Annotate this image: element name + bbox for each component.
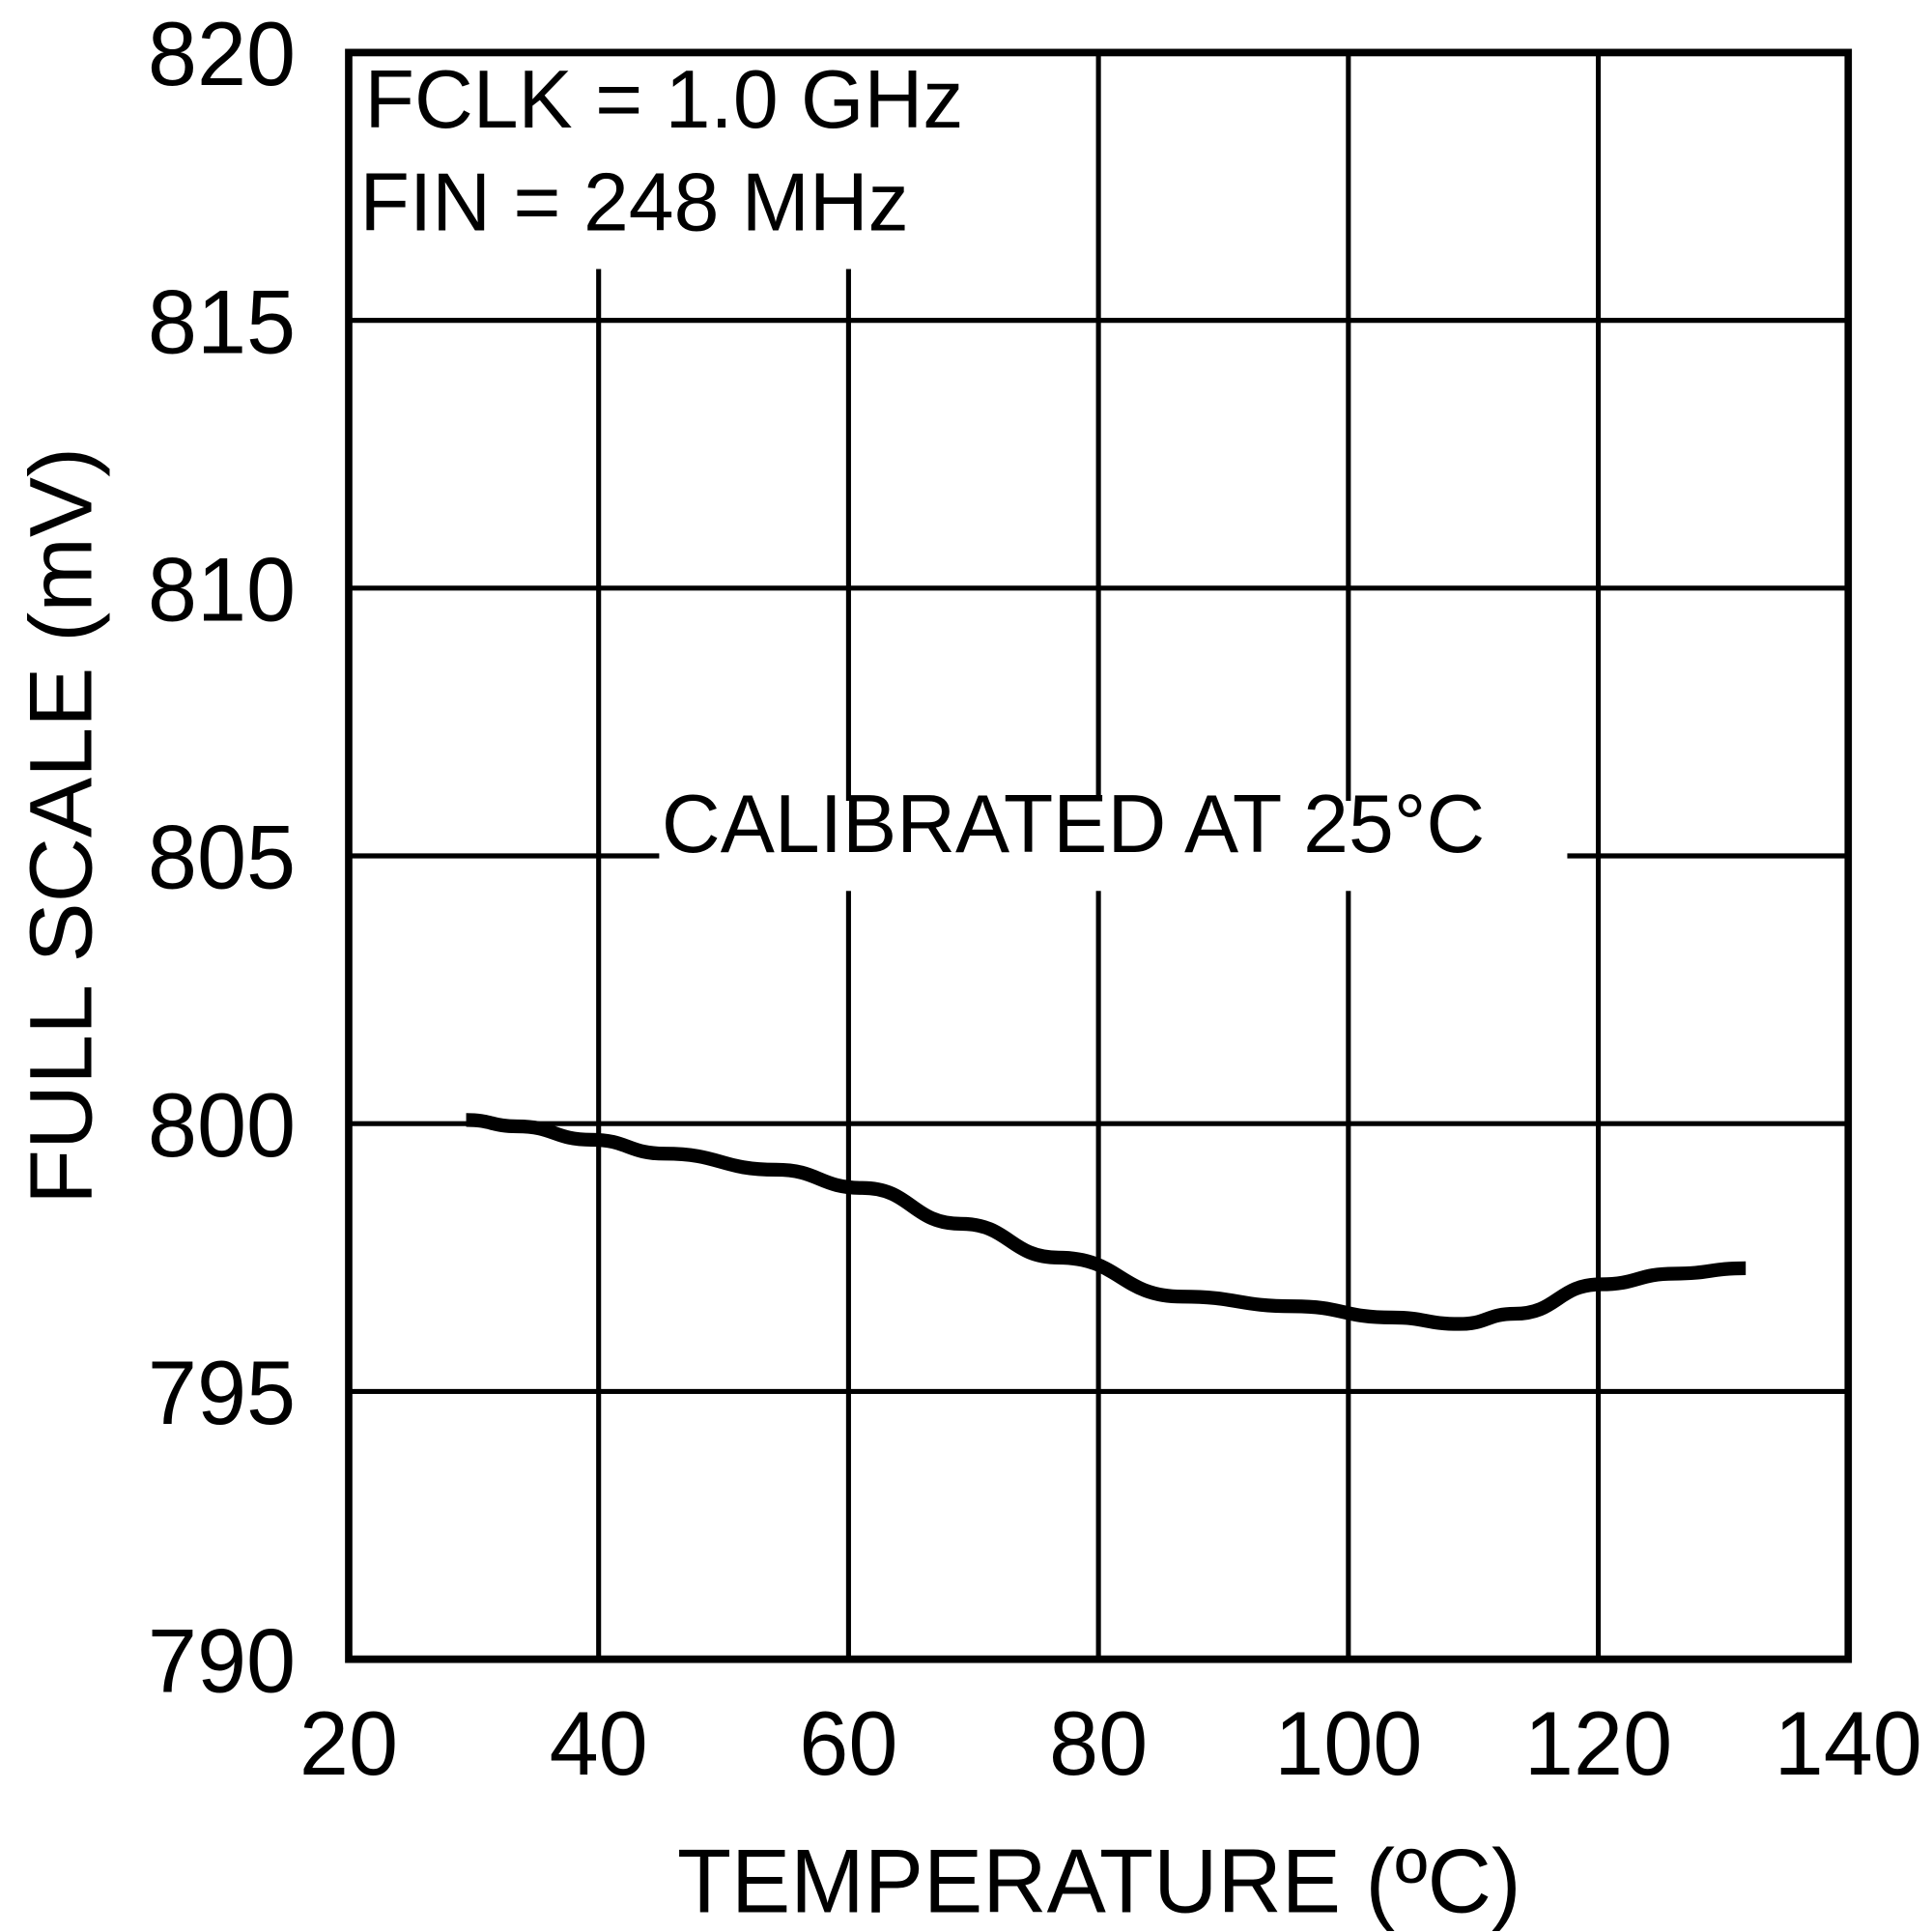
y-tick-label: 805 <box>148 807 296 908</box>
x-axis-label: TEMPERATURE (ºC) <box>677 1831 1521 1932</box>
y-tick-label: 820 <box>148 3 296 104</box>
annotation-calibration: CALIBRATED AT 25°C <box>662 778 1485 870</box>
series <box>466 1113 1747 1331</box>
annotation-fclk: FCLK = 1.0 GHz <box>365 53 964 146</box>
y-tick-label: 815 <box>148 271 296 373</box>
y-axis-label: FULL SCALE (mV) <box>11 447 110 1205</box>
calibration-background <box>659 801 1568 892</box>
x-tick-label: 60 <box>799 1692 897 1794</box>
grid <box>348 52 1849 1660</box>
y-tick-label: 795 <box>148 1342 296 1443</box>
x-tick-label: 120 <box>1524 1692 1672 1794</box>
plot-frame <box>345 48 1853 1663</box>
series-line-full-scale <box>466 1113 1747 1331</box>
tick-labels: 20 40 60 80 100 120 140 790 795 800 805 810 815 820 <box>148 3 1922 1794</box>
y-tick-label: 800 <box>148 1074 296 1176</box>
y-tick-label: 810 <box>148 539 296 640</box>
x-tick-label: 140 <box>1775 1692 1922 1794</box>
y-tick-label: 790 <box>148 1610 296 1712</box>
annotation-fin: FIN = 248 MHz <box>359 156 908 248</box>
x-tick-label: 80 <box>1049 1692 1148 1794</box>
x-tick-label: 40 <box>550 1692 648 1794</box>
x-tick-label: 20 <box>299 1692 398 1794</box>
conditions-background <box>355 57 1021 269</box>
x-tick-label: 100 <box>1274 1692 1422 1794</box>
annotations: FCLK = 1.0 GHz FIN = 248 MHz CALIBRATED … <box>355 53 1568 892</box>
